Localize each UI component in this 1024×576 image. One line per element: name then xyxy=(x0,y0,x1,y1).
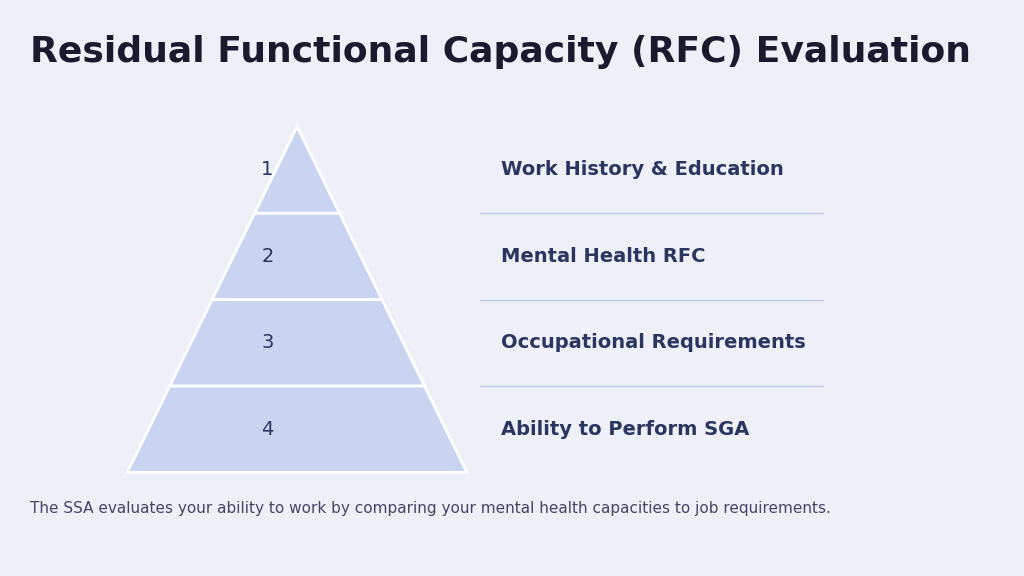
Polygon shape xyxy=(255,127,340,213)
Text: 1: 1 xyxy=(261,161,273,179)
Text: 4: 4 xyxy=(261,420,273,438)
Polygon shape xyxy=(170,300,424,386)
Text: Work History & Education: Work History & Education xyxy=(501,161,783,179)
Text: The SSA evaluates your ability to work by comparing your mental health capacitie: The SSA evaluates your ability to work b… xyxy=(30,501,830,516)
Text: Occupational Requirements: Occupational Requirements xyxy=(501,334,806,352)
Polygon shape xyxy=(212,213,382,300)
Text: 2: 2 xyxy=(261,247,273,266)
Polygon shape xyxy=(127,386,467,472)
Text: Residual Functional Capacity (RFC) Evaluation: Residual Functional Capacity (RFC) Evalu… xyxy=(30,35,971,69)
Text: Mental Health RFC: Mental Health RFC xyxy=(501,247,706,266)
Text: Ability to Perform SGA: Ability to Perform SGA xyxy=(501,420,750,438)
Text: 3: 3 xyxy=(261,334,273,352)
